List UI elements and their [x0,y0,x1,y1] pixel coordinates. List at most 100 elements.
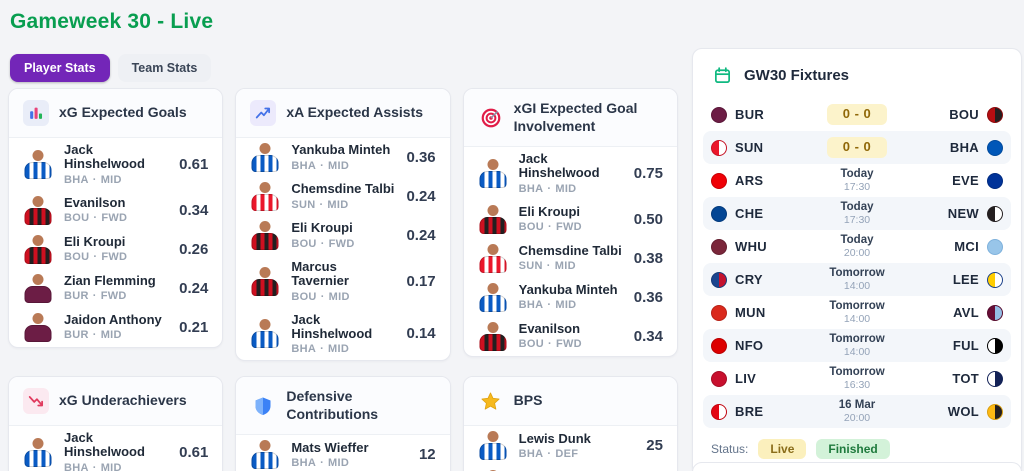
player-row[interactable]: Chemsdine Talbi SUN · MID 0.24 [236,177,449,216]
player-avatar [23,273,53,303]
player-team-pos: BOU · FWD [519,221,582,233]
fixture-home: NFO [711,337,799,354]
away-team-abbr: NEW [947,206,979,221]
player-name: Jack Hinshelwood [64,142,145,172]
player-row[interactable]: Marcus Tavernier BOU · MID 0.17 [236,255,449,308]
stat-card-title: Defensive Contributions [286,388,379,422]
player-row[interactable]: Zian Flemming BUR · FWD 0.24 [9,269,222,308]
player-name: Zian Flemming [64,272,156,288]
home-team-abbr: NFO [735,338,764,353]
player-row[interactable]: Jack Hinshelwood BHA · MID 0.14 [236,308,449,361]
stat-value: 0.34 [179,201,209,219]
stat-card-header: xG Expected Goals [9,89,223,138]
player-team-pos: BHA · MID [291,457,368,469]
player-row[interactable]: Eli Kroupi BOU · FWD 0.24 [236,216,449,255]
player-row[interactable]: Jack Hinshelwood BHA · MID 0.61 [9,138,222,191]
team-crest-tot [987,370,1003,387]
player-row[interactable]: Marcos SenesiBOU·DEF14 [464,465,677,471]
player-avatar [23,195,53,225]
stat-value: 0.14 [406,325,436,343]
player-avatar [478,282,508,312]
tab-team-stats[interactable]: Team Stats [117,54,212,82]
player-team-abbr: BOU [64,251,90,264]
player-avatar [23,234,53,264]
player-kit-bha [251,155,279,172]
separator-dot: · [92,290,97,303]
home-team-abbr: CRY [735,272,763,287]
player-team-abbr: BOU [64,212,90,225]
player-name: Yankuba Minteh [291,142,391,158]
player-position: FWD [101,212,128,225]
player-name: Chemsdine Talbi [518,242,622,258]
away-team-abbr: TOT [952,371,979,386]
player-kit-bha [479,170,507,188]
fixture-away: LEE [915,271,1003,288]
player-row[interactable]: Chemsdine Talbi SUN · MID 0.38 [464,239,677,278]
player-row[interactable]: Jack Hinshelwood BHA · MID 0.75 [464,147,677,200]
player-row[interactable]: Lewis Dunk BHA · DEF 25 [464,426,677,465]
player-position: FWD [555,221,582,234]
team-crest-eve [987,172,1003,189]
fixture-home: CHE [711,205,799,222]
player-avatar [478,158,508,188]
player-avatar [478,431,508,461]
player-info: Eli Kroupi BOU · FWD [64,234,127,264]
player-avatar [250,319,280,349]
player-head [259,440,271,452]
player-team-abbr: BHA [518,447,544,460]
player-head [32,234,44,246]
player-info: Eli Kroupi BOU · FWD [519,204,582,233]
player-info: Evanilson BOU · FWD [64,195,128,225]
stat-value: 0.38 [633,249,663,267]
team-crest-bha [987,139,1003,156]
team-crest-che [711,205,727,222]
away-team-abbr: EVE [952,173,979,188]
team-crest-new [987,205,1003,222]
team-crest-bur [711,106,727,123]
stats-tabs: Player Stats Team Stats [10,54,212,82]
fixture-time: 17:30 [843,214,871,227]
team-crest-liv [711,370,727,387]
player-row[interactable]: Jack Hinshelwood BHA · MID 0.61 [9,426,222,471]
next-panel-stub [692,462,1022,471]
fixtures-title: GW30 Fixtures [744,66,850,84]
stat-cards-grid: xG Expected Goals Jack Hinshelwood BHA · MID… [8,88,678,471]
player-info: Jack Hinshelwood BHA · MID [64,142,168,185]
player-head [487,243,499,255]
fixture-away: NEW [915,205,1003,222]
player-info: Evanilson BOU · FWD [519,321,582,351]
stat-value: 0.75 [633,164,663,182]
bar-chart-icon [23,100,49,126]
player-position: MID [328,290,350,303]
player-row[interactable]: Yankuba Minteh BHA · MID 0.36 [464,278,677,317]
player-row[interactable]: Eli Kroupi BOU · FWD 0.26 [9,230,222,269]
stat-value: 25 [646,437,663,455]
player-team-abbr: BHA [518,299,544,312]
fixture-home: SUN [711,139,799,156]
fixture-center: Tomorrow 16:30 [799,366,915,391]
player-avatar [250,440,280,470]
player-avatar [478,243,508,273]
fixture-time: 20:00 [843,247,871,260]
player-row[interactable]: Jaidon Anthony BUR · MID 0.21 [9,308,222,347]
stat-value: 0.36 [406,149,436,166]
player-row[interactable]: Mats Wieffer BHA · MID 12 [236,435,449,471]
fixture-away: TOT [915,370,1003,387]
player-info: Yankuba Minteh BHA · MID [291,142,391,172]
player-row[interactable]: Evanilson BOU · FWD 0.34 [464,317,677,356]
player-row[interactable]: Yankuba Minteh BHA · MID 0.36 [236,138,449,177]
player-row[interactable]: Eli Kroupi BOU · FWD 0.50 [464,200,677,239]
stat-card-title: xGI Expected Goal Involvement [513,100,638,134]
player-row[interactable]: Evanilson BOU · FWD 0.34 [9,191,222,230]
separator-dot: · [548,338,552,351]
player-head [259,182,271,193]
stat-card-title: xA Expected Assists [286,104,424,121]
stat-card-header: xA Expected Assists [236,89,450,138]
fixtures-list: BUR 0 - 0 BOU SUN 0 - 0 BHA ARS Today 17:30 EVE CH… [693,98,1021,428]
player-position: MID [327,198,349,211]
fixture-center: Tomorrow 14:00 [799,333,915,358]
team-crest-ars [711,172,727,189]
tab-player-stats[interactable]: Player Stats [10,54,110,82]
player-info: Jaidon Anthony BUR · MID [64,312,162,341]
